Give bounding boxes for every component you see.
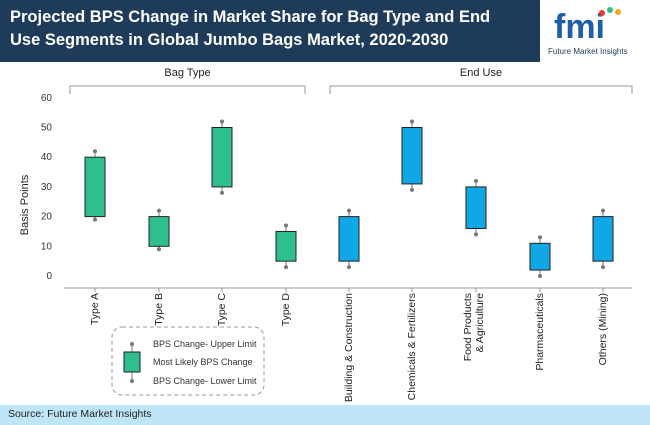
- chart-title: Projected BPS Change in Market Share for…: [10, 8, 491, 49]
- upper-limit-point: [220, 119, 224, 124]
- box-mark: [465, 186, 487, 229]
- lower-limit-point: [410, 187, 414, 192]
- x-category-label: Food Products& Agriculture: [462, 293, 486, 361]
- lower-limit-point: [538, 274, 542, 278]
- y-tick-label: 0: [46, 271, 52, 282]
- group-label-end-use: End Use: [460, 67, 502, 79]
- fmi-logo: fmi Future Market Insights: [540, 0, 650, 62]
- upper-limit-point: [410, 119, 414, 124]
- y-tick-label: 60: [41, 93, 53, 104]
- y-tick-label: 40: [41, 152, 53, 163]
- box-mark: [592, 216, 614, 262]
- group-bracket: [329, 85, 633, 94]
- box-mark: [148, 216, 170, 247]
- legend-lower-point: [130, 379, 134, 383]
- header-banner: Projected BPS Change in Market Share for…: [0, 0, 650, 62]
- lower-limit-point: [220, 190, 224, 195]
- x-category-label: Pharmaceuticals: [534, 293, 546, 371]
- y-tick-label: 30: [41, 182, 53, 193]
- upper-limit-point: [538, 235, 542, 240]
- x-category-label: Type A: [89, 293, 101, 325]
- footer-bar: Source: Future Market Insights: [0, 405, 650, 425]
- y-tick-label: 50: [41, 123, 53, 134]
- lower-limit-point: [347, 265, 351, 270]
- x-category-label: Type D: [280, 293, 292, 327]
- logo-graphic: fmi Future Market Insights: [548, 7, 628, 56]
- upper-limit-point: [601, 208, 605, 213]
- lower-limit-point: [284, 265, 288, 270]
- y-axis-label: Basis Points: [19, 174, 31, 235]
- legend-box: [123, 351, 141, 373]
- y-tick-label: 20: [41, 212, 53, 223]
- x-category-label-line: Food Products: [462, 293, 474, 361]
- group-label-bag-type: Bag Type: [164, 67, 210, 79]
- legend-lower-label: BPS Change- Lower Limit: [153, 376, 257, 386]
- x-category-label: Type C: [216, 293, 228, 327]
- lower-limit-point: [474, 232, 478, 237]
- box-mark: [338, 216, 360, 262]
- group-bracket: [69, 85, 306, 94]
- legend-frame: [111, 326, 265, 396]
- lower-limit-point: [157, 247, 161, 252]
- box-mark: [401, 127, 423, 185]
- x-category-label: Chemicals & Fertilizers: [406, 293, 418, 400]
- upper-limit-point: [474, 178, 478, 183]
- x-category-label: Others (Mining): [597, 293, 609, 365]
- source-note: Source: Future Market Insights: [8, 408, 152, 420]
- box-mark: [211, 127, 233, 188]
- lower-limit-point: [601, 265, 605, 270]
- logo-subtitle: Future Market Insights: [548, 47, 628, 56]
- box-mark: [275, 230, 297, 262]
- upper-limit-point: [157, 208, 161, 213]
- x-category-label: Type B: [153, 293, 165, 326]
- legend-upper-point: [130, 342, 134, 346]
- logo-text: fmi: [554, 8, 605, 46]
- box-chart: 0 10 20 30 40 50 60 Basis Points Bag Type End Use…: [19, 67, 633, 402]
- x-category-label-line: & Agriculture: [474, 293, 486, 353]
- legend-upper-label: BPS Change- Upper Limit: [153, 339, 257, 349]
- upper-limit-point: [284, 223, 288, 228]
- legend-mid-label: Most Likely BPS Change: [153, 357, 253, 367]
- upper-limit-point: [93, 149, 97, 154]
- x-category-label: Building & Construction: [343, 293, 355, 402]
- y-tick-label: 10: [41, 241, 53, 252]
- box-mark: [529, 242, 551, 271]
- lower-limit-point: [93, 217, 97, 222]
- box-mark: [84, 156, 106, 218]
- upper-limit-point: [347, 208, 351, 213]
